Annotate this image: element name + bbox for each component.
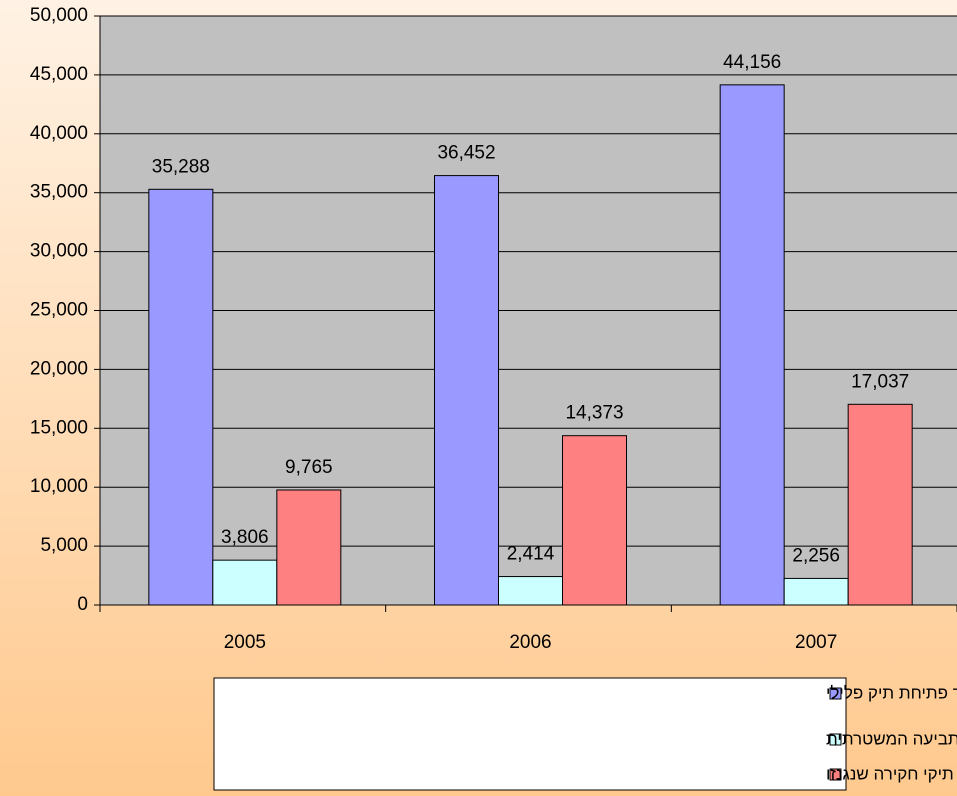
data-label: 35,288	[152, 156, 210, 177]
x-tick-label: 2006	[509, 632, 551, 653]
bar	[434, 175, 499, 606]
legend-swatch	[829, 687, 842, 700]
data-label: 14,373	[565, 403, 623, 424]
bar	[847, 403, 913, 606]
legend-label: תיקי חקירה שנגנזו	[826, 764, 954, 783]
y-tick-label: 20,000	[30, 358, 88, 379]
x-tick-label: 2007	[795, 632, 837, 653]
bar	[562, 435, 627, 606]
y-tick-label: 0	[77, 594, 88, 615]
data-label: 3,806	[221, 527, 269, 548]
data-label: 9,765	[285, 457, 333, 478]
data-label: 36,452	[437, 143, 495, 164]
bar	[148, 188, 214, 606]
y-tick-label: 15,000	[30, 417, 88, 438]
y-tick-label: 30,000	[30, 241, 88, 262]
bar	[783, 577, 849, 606]
data-label: 2,414	[507, 544, 555, 565]
bar	[212, 559, 278, 606]
bar	[498, 576, 563, 606]
y-tick-label: 45,000	[30, 64, 88, 85]
legend-swatch	[829, 768, 842, 781]
data-label: 44,156	[723, 52, 781, 73]
y-tick-label: 5,000	[40, 535, 88, 556]
y-tick-label: 25,000	[30, 300, 88, 321]
legend-label: תיקי חקירה שהועברו מהפרקליטות ליחידת התב…	[826, 729, 957, 748]
legend-swatch	[829, 733, 842, 746]
legend-box	[213, 677, 847, 791]
bar	[719, 84, 785, 606]
y-tick-label: 35,000	[30, 182, 88, 203]
y-tick-label: 50,000	[30, 5, 88, 26]
data-label: 2,256	[792, 545, 840, 566]
x-tick-label: 2005	[224, 632, 266, 653]
data-label: 17,037	[851, 371, 909, 392]
bar	[276, 489, 342, 606]
y-tick-label: 40,000	[30, 123, 88, 144]
legend-label: תיקי חקירה שהועברו לצורך פתיחת תיק פלילי	[826, 683, 957, 702]
y-tick-label: 10,000	[30, 476, 88, 497]
